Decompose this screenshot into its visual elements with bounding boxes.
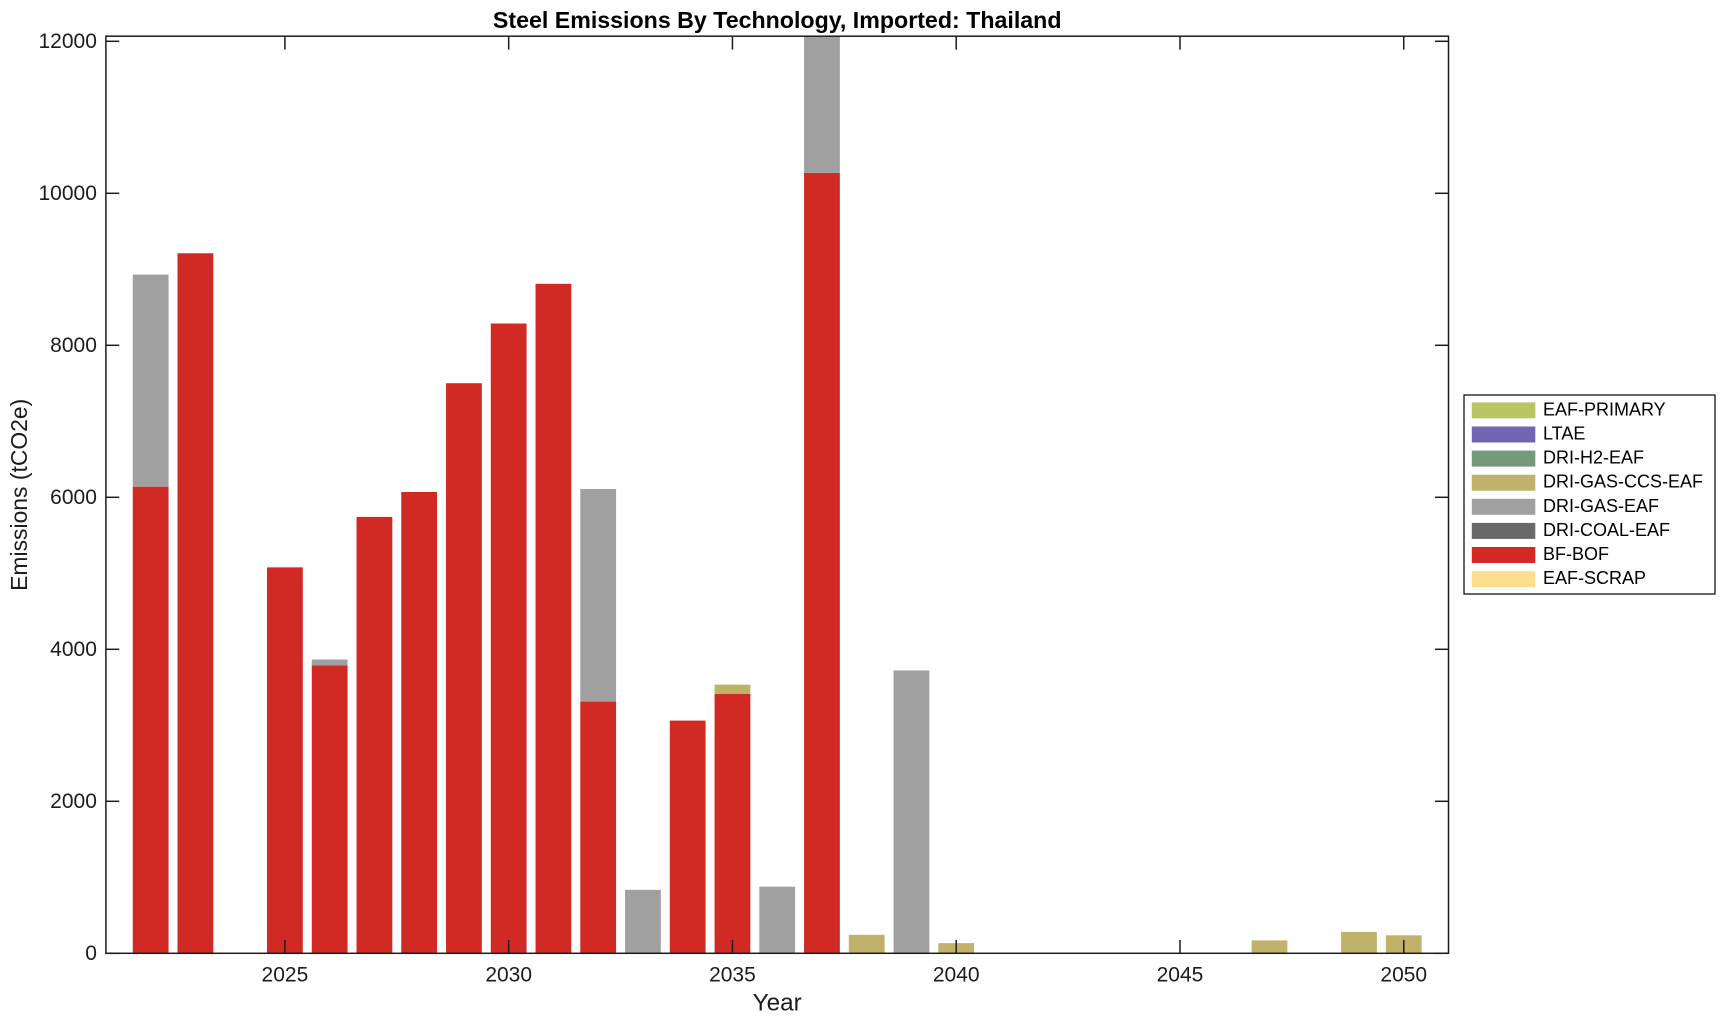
svg-text:DRI-COAL-EAF: DRI-COAL-EAF (1543, 520, 1670, 540)
svg-text:Emissions (tCO2e): Emissions (tCO2e) (6, 399, 32, 591)
svg-text:EAF-SCRAP: EAF-SCRAP (1543, 568, 1646, 588)
svg-text:4000: 4000 (50, 638, 97, 661)
svg-text:2030: 2030 (485, 964, 532, 987)
svg-text:2050: 2050 (1380, 964, 1427, 987)
svg-text:2025: 2025 (262, 964, 309, 987)
svg-text:6000: 6000 (50, 486, 97, 509)
svg-text:DRI-GAS-EAF: DRI-GAS-EAF (1543, 496, 1659, 516)
svg-text:DRI-GAS-CCS-EAF: DRI-GAS-CCS-EAF (1543, 472, 1703, 492)
svg-text:10000: 10000 (38, 182, 96, 205)
svg-text:DRI-H2-EAF: DRI-H2-EAF (1543, 448, 1644, 468)
svg-text:12000: 12000 (38, 30, 96, 53)
svg-text:2045: 2045 (1157, 964, 1204, 987)
svg-text:Steel Emissions By Technology,: Steel Emissions By Technology, Imported:… (493, 7, 1062, 33)
svg-text:Year: Year (753, 990, 802, 1017)
svg-text:2000: 2000 (50, 790, 97, 813)
svg-text:EAF-PRIMARY: EAF-PRIMARY (1543, 399, 1666, 419)
svg-text:0: 0 (85, 942, 97, 965)
svg-text:2035: 2035 (709, 964, 756, 987)
svg-text:LTAE: LTAE (1543, 424, 1585, 444)
svg-text:8000: 8000 (50, 334, 97, 357)
svg-text:2040: 2040 (933, 964, 980, 987)
svg-text:BF-BOF: BF-BOF (1543, 544, 1609, 564)
